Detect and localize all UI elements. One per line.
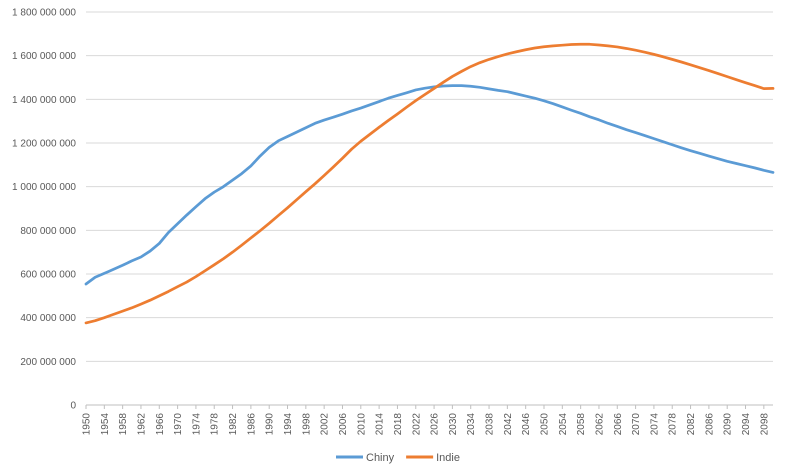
x-tick-label: 1966 xyxy=(155,413,166,436)
x-tick-label: 2094 xyxy=(741,413,752,436)
y-tick-label: 400 000 000 xyxy=(20,313,76,324)
x-tick-label: 2014 xyxy=(375,413,386,436)
x-tick-label: 2010 xyxy=(356,413,367,436)
x-tick-label: 2002 xyxy=(320,413,331,436)
x-tick-label: 2090 xyxy=(723,413,734,436)
x-tick-label: 1962 xyxy=(136,413,147,436)
x-tick-label: 1974 xyxy=(191,413,202,436)
y-tick-label: 600 000 000 xyxy=(20,270,76,281)
x-tick-label: 2098 xyxy=(759,413,770,436)
x-tick-label: 2034 xyxy=(466,413,477,436)
x-tick-label: 2046 xyxy=(521,413,532,436)
x-tick-label: 1986 xyxy=(246,413,257,436)
series-line-indie xyxy=(84,42,775,325)
y-tick-label: 1 200 000 000 xyxy=(12,139,76,150)
y-tick-label: 800 000 000 xyxy=(20,226,76,237)
y-tick-label: 200 000 000 xyxy=(20,357,76,368)
y-tick-label: 0 xyxy=(70,401,76,412)
y-tick-label: 1 400 000 000 xyxy=(12,95,76,106)
x-tick-label: 2062 xyxy=(594,413,605,436)
x-tick-label: 2078 xyxy=(668,413,679,436)
x-tick-label: 1970 xyxy=(173,413,184,436)
x-tick-label: 2082 xyxy=(686,413,697,436)
x-tick-label: 1958 xyxy=(118,413,129,436)
series-line-chiny xyxy=(84,84,775,286)
x-tick-label: 2070 xyxy=(631,413,642,436)
legend-label-chiny: Chiny xyxy=(366,452,395,464)
x-tick-label: 2030 xyxy=(448,413,459,436)
legend: Chiny Indie xyxy=(336,452,460,464)
x-tick-label: 2074 xyxy=(649,413,660,436)
gridlines xyxy=(86,11,773,362)
x-tick-label: 2038 xyxy=(485,413,496,436)
series-lines xyxy=(84,42,775,325)
x-tick-label: 1982 xyxy=(228,413,239,436)
y-axis-tick-labels: 0 200 000 000 400 000 000 600 000 000 800 00… xyxy=(12,8,76,412)
x-tick-label: 1978 xyxy=(210,413,221,436)
x-tick-label: 2058 xyxy=(576,413,587,436)
x-axis: 1950 1954 1958 1962 1966 1970 1974 1978 1982 1986… xyxy=(82,404,773,436)
x-tick-label: 1998 xyxy=(301,413,312,436)
legend-label-indie: Indie xyxy=(436,452,460,464)
x-tick-label: 1994 xyxy=(283,413,294,436)
x-tick-label: 2042 xyxy=(503,413,514,436)
x-tick-label: 2054 xyxy=(558,413,569,436)
y-tick-label: 1 800 000 000 xyxy=(12,8,76,19)
x-tick-label: 2086 xyxy=(704,413,715,436)
y-tick-label: 1 000 000 000 xyxy=(12,182,76,193)
x-tick-label: 1950 xyxy=(82,413,93,436)
x-tick-label: 2022 xyxy=(411,413,422,436)
y-tick-label: 1 600 000 000 xyxy=(12,51,76,62)
x-tick-label: 2006 xyxy=(338,413,349,436)
x-tick-label: 2018 xyxy=(393,413,404,436)
x-tick-label: 1990 xyxy=(265,413,276,436)
x-tick-label: 1954 xyxy=(100,413,111,436)
x-tick-label: 2050 xyxy=(540,413,551,436)
x-tick-label: 2026 xyxy=(430,413,441,436)
x-tick-label: 2066 xyxy=(613,413,624,436)
